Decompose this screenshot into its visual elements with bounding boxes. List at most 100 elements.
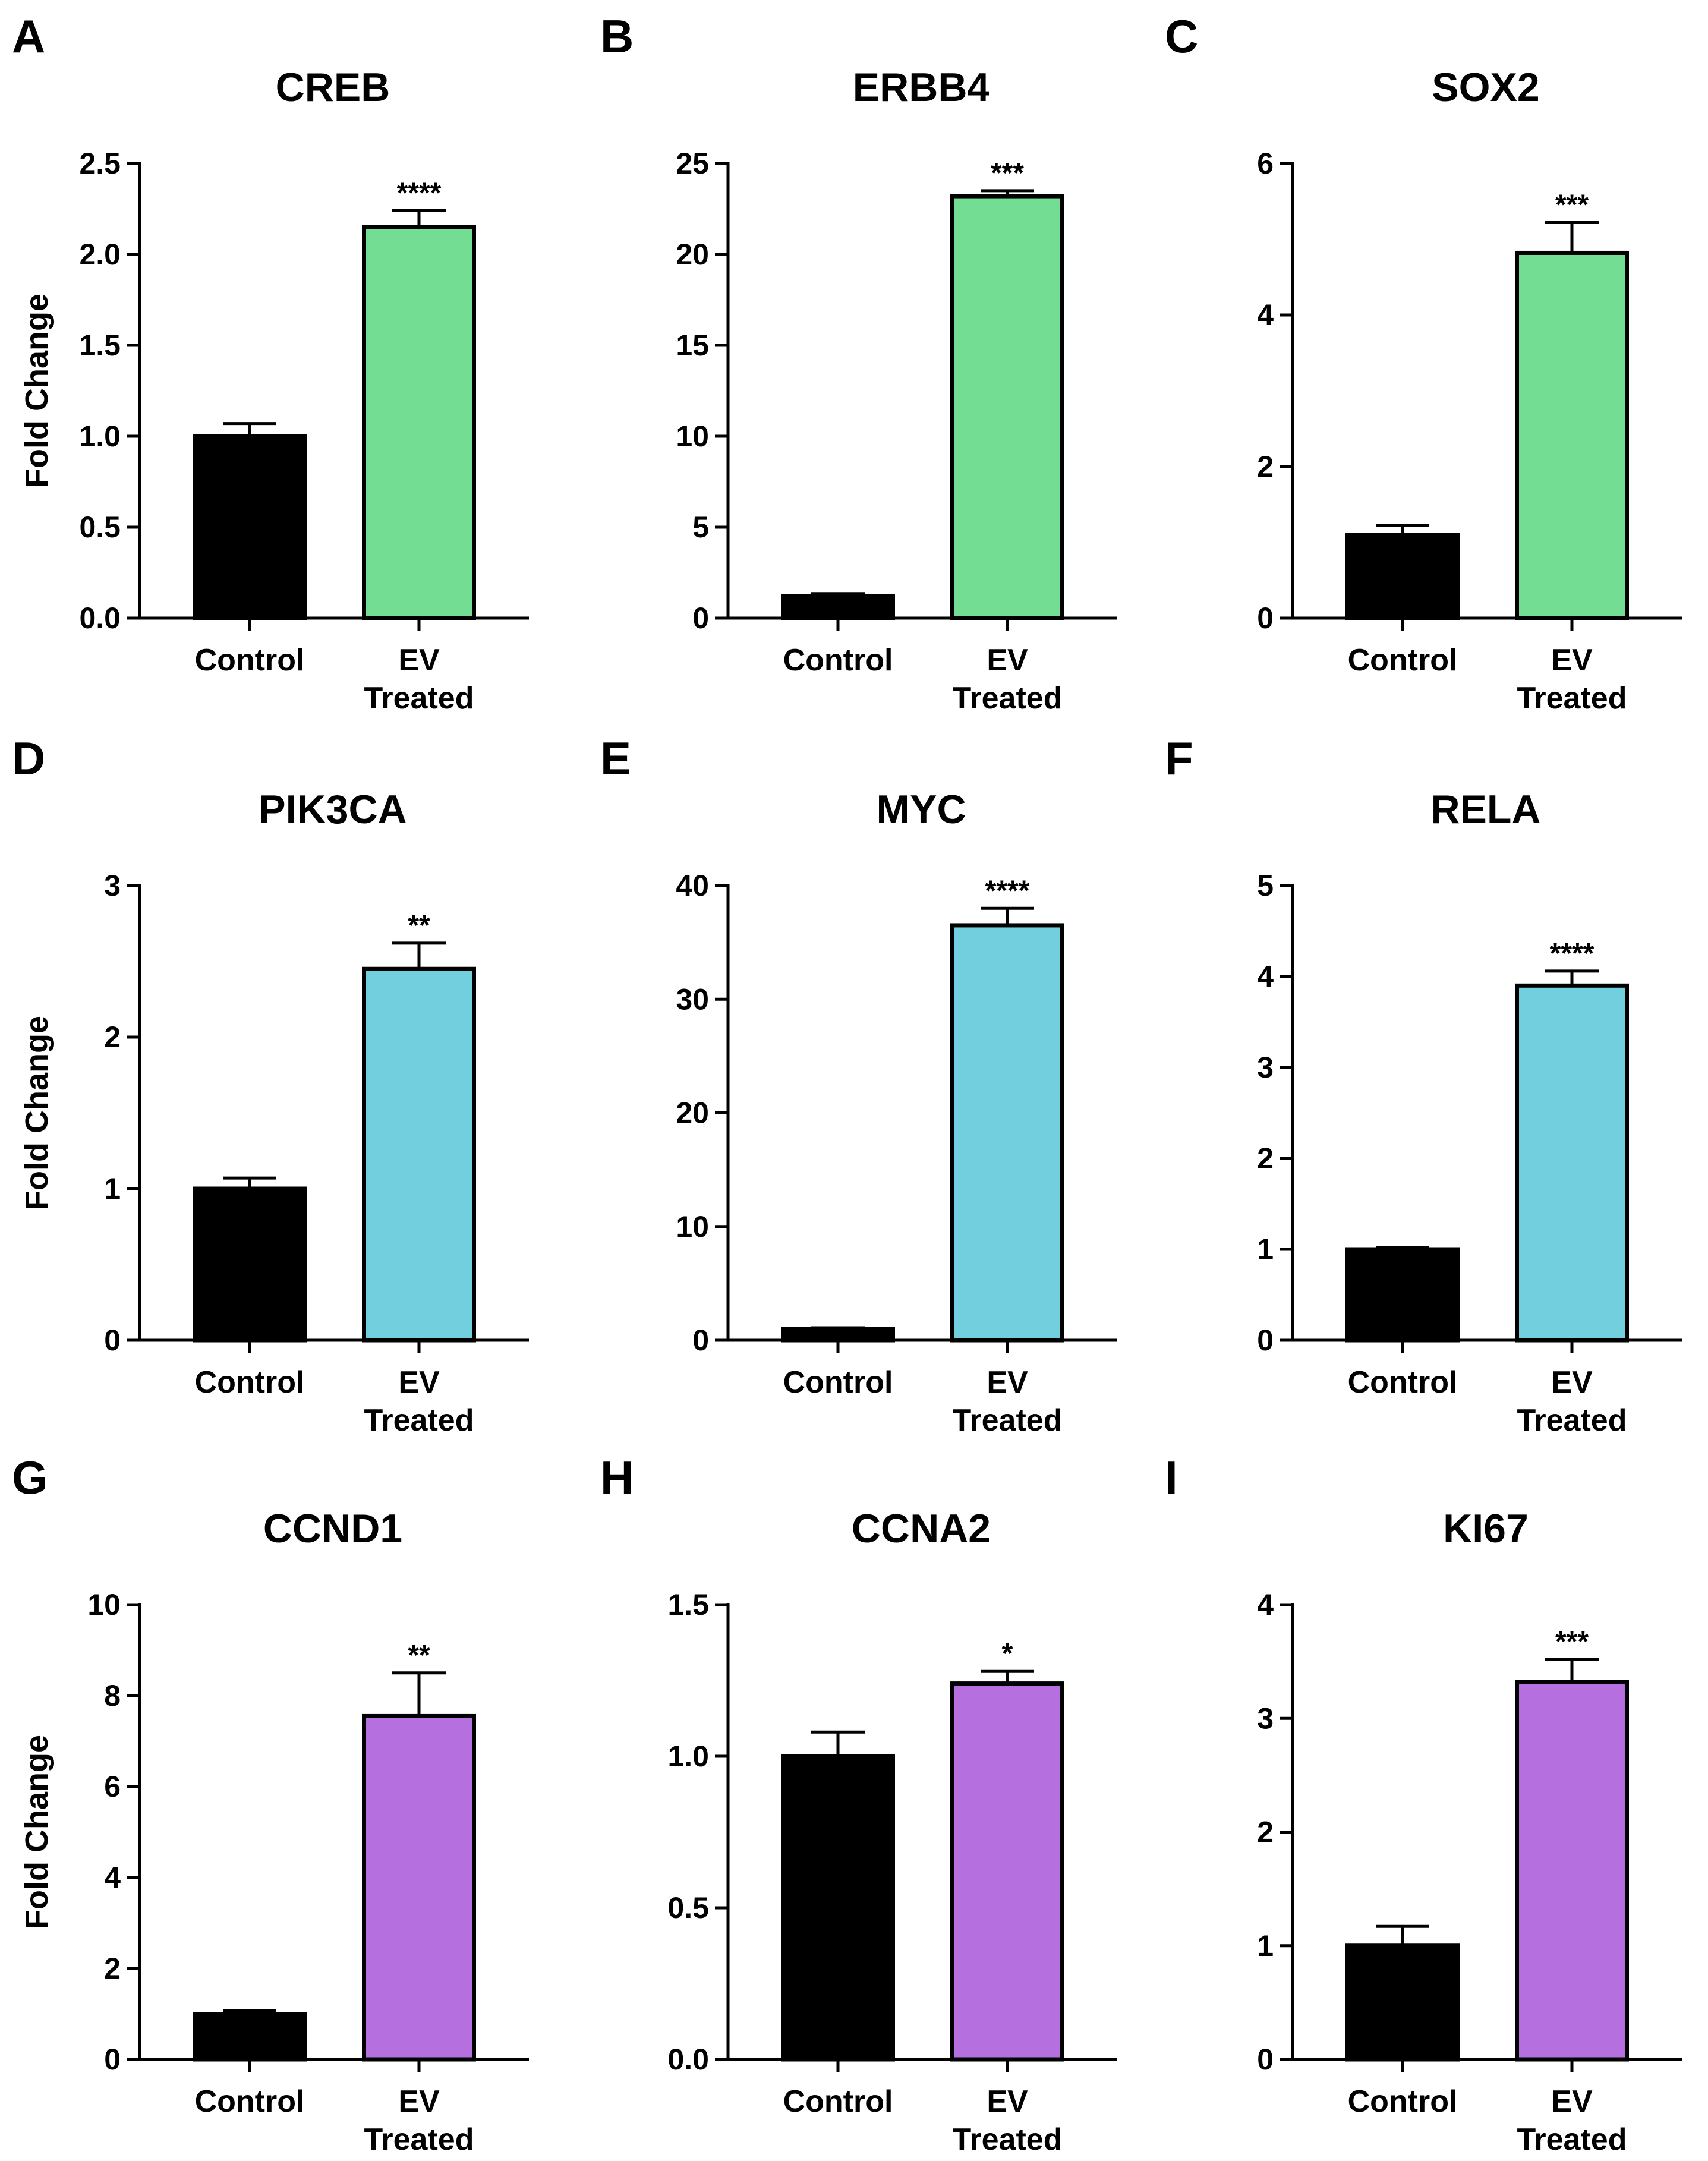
y-tick-label: 3: [1257, 1051, 1274, 1084]
chart-panel-e: E MYC 0 10 20 30 40 Control EV Treated ****: [600, 732, 1117, 1438]
y-tick-label: 1: [1257, 1929, 1274, 1962]
x-category-label: EV Treated: [953, 2084, 1063, 2157]
bar-control: [781, 1327, 895, 1343]
bar-ev-treated: [950, 923, 1064, 1343]
y-tick-label: 0: [104, 2043, 121, 2076]
chart-title: CREB: [276, 65, 390, 110]
bar-control: [1345, 1943, 1460, 2062]
y-tick-label: 1.0: [79, 420, 121, 453]
chart-title: ERBB4: [853, 65, 990, 110]
bar-control: [193, 2012, 307, 2062]
y-tick-label: 5: [692, 511, 709, 544]
y-tick-label: 0.0: [79, 601, 121, 635]
y-tick-label: 0.5: [667, 1891, 709, 1924]
chart-panel-a: A CREB Fold Change 0.0 0.5 1.0 1.5 2.0 2.5 Contro…: [12, 10, 529, 716]
panel-letter: B: [600, 10, 634, 62]
y-tick-label: 15: [676, 329, 709, 362]
bar-control: [1345, 533, 1460, 620]
bar-ev-treated: [1515, 250, 1629, 620]
y-tick-label: 0: [104, 1324, 121, 1357]
x-category-label: EV Treated: [1517, 643, 1627, 716]
y-tick-label: 1.0: [667, 1740, 709, 1773]
y-tick-label: 0.5: [79, 511, 121, 544]
significance-marker: ***: [991, 157, 1024, 189]
y-tick-label: 40: [676, 869, 709, 902]
chart-panel-g: G CCND1 Fold Change 0 2 4 6 8 10 Control EV Treated…: [12, 1451, 529, 2157]
bar-ev-treated: [1515, 983, 1629, 1343]
significance-marker: ****: [1550, 938, 1594, 969]
y-tick-label: 1.5: [79, 329, 121, 362]
chart-title: KI67: [1443, 1506, 1529, 1551]
panel-letter: F: [1165, 732, 1193, 785]
x-category-label: Control: [195, 1365, 305, 1400]
chart-title: PIK3CA: [259, 787, 406, 832]
x-category-label: EV Treated: [953, 643, 1063, 716]
panel-letter: G: [12, 1451, 48, 1504]
y-tick-label: 4: [1257, 1588, 1274, 1621]
y-tick-label: 0: [692, 1324, 709, 1357]
y-tick-label: 4: [1257, 298, 1274, 332]
y-tick-label: 2: [104, 1952, 121, 1985]
x-category-label: Control: [1348, 1365, 1458, 1400]
chart-panel-h: H CCNA2 0.0 0.5 1.0 1.5 Control EV Treated *: [600, 1451, 1117, 2157]
y-tick-label: 2: [1257, 450, 1274, 483]
significance-marker: ****: [397, 178, 442, 209]
y-tick-label: 6: [104, 1770, 121, 1803]
panel-letter: I: [1165, 1451, 1178, 1504]
y-axis-label: Fold Change: [19, 1735, 55, 1929]
chart-panel-c: C SOX2 0 2 4 6 Control EV Treated ***: [1165, 10, 1682, 716]
bar-control: [781, 1754, 895, 2062]
y-tick-label: 20: [676, 1097, 709, 1130]
panel-letter: A: [12, 10, 45, 62]
y-axis-label: Fold Change: [19, 1016, 55, 1210]
chart-title: RELA: [1430, 787, 1540, 832]
y-tick-label: 2.5: [79, 147, 121, 180]
panel-letter: C: [1165, 10, 1198, 62]
y-tick-label: 4: [104, 1861, 121, 1894]
y-tick-label: 25: [676, 147, 709, 180]
chart-title: CCNA2: [852, 1506, 991, 1551]
y-tick-label: 0: [1257, 2043, 1274, 2076]
bar-ev-treated: [1515, 1680, 1629, 2062]
y-tick-label: 2: [104, 1020, 121, 1054]
y-tick-label: 0: [1257, 601, 1274, 635]
x-category-label: EV Treated: [364, 643, 474, 716]
bar-ev-treated: [362, 966, 476, 1343]
bar-control: [193, 1186, 307, 1343]
x-category-label: EV Treated: [953, 1365, 1063, 1438]
y-tick-label: 1.5: [667, 1588, 709, 1621]
y-tick-label: 30: [676, 982, 709, 1016]
x-category-label: EV Treated: [364, 1365, 474, 1438]
chart-title: CCND1: [263, 1506, 402, 1551]
y-tick-label: 10: [87, 1588, 121, 1621]
significance-marker: ****: [985, 875, 1030, 906]
x-category-label: Control: [783, 1365, 893, 1400]
chart-panel-d: D PIK3CA Fold Change 0 1 2 3 Control EV Treated **: [12, 732, 529, 1438]
y-tick-label: 0: [692, 601, 709, 635]
bar-control: [781, 594, 895, 620]
y-tick-label: 4: [1257, 960, 1274, 993]
x-category-label: Control: [1348, 2084, 1458, 2119]
panel-letter: D: [12, 732, 45, 785]
panel-letter: E: [600, 732, 631, 785]
bar-ev-treated: [950, 194, 1064, 620]
bar-control: [193, 434, 307, 620]
bar-control: [1345, 1247, 1460, 1343]
significance-marker: ***: [1555, 189, 1589, 220]
x-category-label: Control: [783, 2084, 893, 2119]
y-tick-label: 10: [676, 420, 709, 453]
panel-letter: H: [600, 1451, 634, 1504]
y-axis-label: Fold Change: [19, 294, 55, 488]
y-tick-label: 2.0: [79, 238, 121, 271]
x-category-label: Control: [1348, 643, 1458, 678]
x-category-label: EV Treated: [364, 2084, 474, 2157]
y-tick-label: 1: [104, 1172, 121, 1205]
bar-ev-treated: [950, 1681, 1064, 2062]
y-tick-label: 8: [104, 1679, 121, 1712]
y-tick-label: 0: [1257, 1324, 1274, 1357]
significance-marker: *: [1002, 1638, 1013, 1669]
chart-panel-f: F RELA 0 1 2 3 4 5 Control EV Treated ****: [1165, 732, 1682, 1438]
x-category-label: Control: [195, 643, 305, 678]
y-tick-label: 3: [1257, 1702, 1274, 1735]
